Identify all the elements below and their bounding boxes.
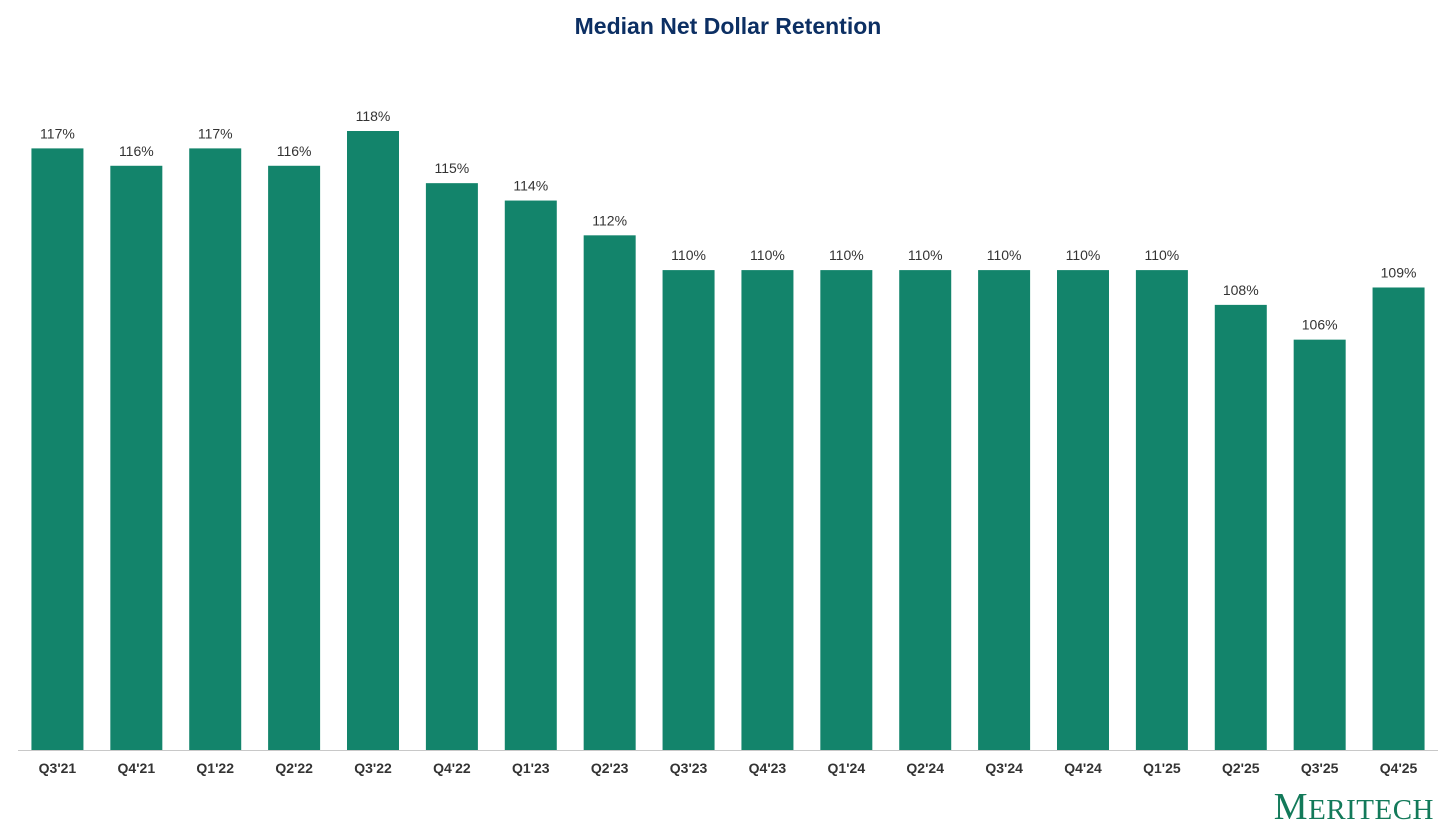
x-tick-label: Q3'24 xyxy=(985,760,1023,776)
bar-Q4'22 xyxy=(425,183,478,750)
logo-rest: ERITECH xyxy=(1308,794,1434,826)
x-tick-label: Q3'23 xyxy=(670,760,708,776)
x-tick-label: Q4'21 xyxy=(118,760,156,776)
logo-first-letter: M xyxy=(1273,786,1309,828)
data-label: 110% xyxy=(987,247,1022,263)
data-label: 116% xyxy=(119,143,154,159)
x-tick-label: Q4'24 xyxy=(1064,760,1102,776)
bar-Q2'25 xyxy=(1214,304,1267,750)
bar-Q2'23 xyxy=(583,235,636,750)
x-tick-label: Q2'22 xyxy=(275,760,313,776)
x-tick-label: Q1'25 xyxy=(1143,760,1181,776)
bar-Q1'23 xyxy=(504,200,557,751)
data-label: 110% xyxy=(671,247,706,263)
x-tick-label: Q3'25 xyxy=(1301,760,1339,776)
data-label: 110% xyxy=(750,247,785,263)
bar-Q3'25 xyxy=(1293,339,1346,750)
bar-Q1'25 xyxy=(1135,270,1188,750)
data-label: 117% xyxy=(40,125,75,141)
bar-Q4'24 xyxy=(1057,270,1109,750)
bar-Q1'22 xyxy=(189,148,242,750)
x-tick-label: Q3'21 xyxy=(39,760,77,776)
meritech-logo: MERITECH xyxy=(1274,788,1434,829)
data-label: 110% xyxy=(1144,247,1179,263)
data-label: 110% xyxy=(1066,247,1101,263)
x-tick-label: Q2'24 xyxy=(906,760,944,776)
data-label: 114% xyxy=(513,178,548,194)
x-tick-label: Q4'23 xyxy=(749,760,787,776)
bar-Q3'22 xyxy=(347,131,399,750)
bar-Q1'24 xyxy=(820,270,873,750)
data-label: 116% xyxy=(277,143,312,159)
x-tick-label: Q1'23 xyxy=(512,760,550,776)
chart-title: Median Net Dollar Retention xyxy=(574,13,882,39)
data-label: 115% xyxy=(434,160,469,176)
x-tick-label: Q1'24 xyxy=(828,760,866,776)
bar-Q3'23 xyxy=(662,270,715,750)
bar-Q4'23 xyxy=(741,270,794,750)
data-label: 106% xyxy=(1302,317,1338,333)
bar-Q2'22 xyxy=(268,165,321,750)
data-label: 110% xyxy=(908,247,943,263)
data-label: 112% xyxy=(592,212,627,228)
bar-Q4'25 xyxy=(1372,287,1425,750)
data-label: 118% xyxy=(356,108,391,124)
x-tick-label: Q2'25 xyxy=(1222,760,1260,776)
x-tick-label: Q4'22 xyxy=(433,760,471,776)
x-tick-label: Q2'23 xyxy=(591,760,629,776)
x-tick-label: Q4'25 xyxy=(1380,760,1418,776)
data-label: 108% xyxy=(1223,282,1259,298)
x-tick-label: Q1'22 xyxy=(196,760,234,776)
bar-Q3'24 xyxy=(978,270,1031,750)
data-label: 110% xyxy=(829,247,864,263)
x-tick-label: Q3'22 xyxy=(354,760,392,776)
data-label: 117% xyxy=(198,125,233,141)
data-label: 109% xyxy=(1381,264,1417,280)
bar-Q4'21 xyxy=(110,165,163,750)
bar-Q2'24 xyxy=(899,270,952,750)
bar-Q3'21 xyxy=(31,148,84,750)
